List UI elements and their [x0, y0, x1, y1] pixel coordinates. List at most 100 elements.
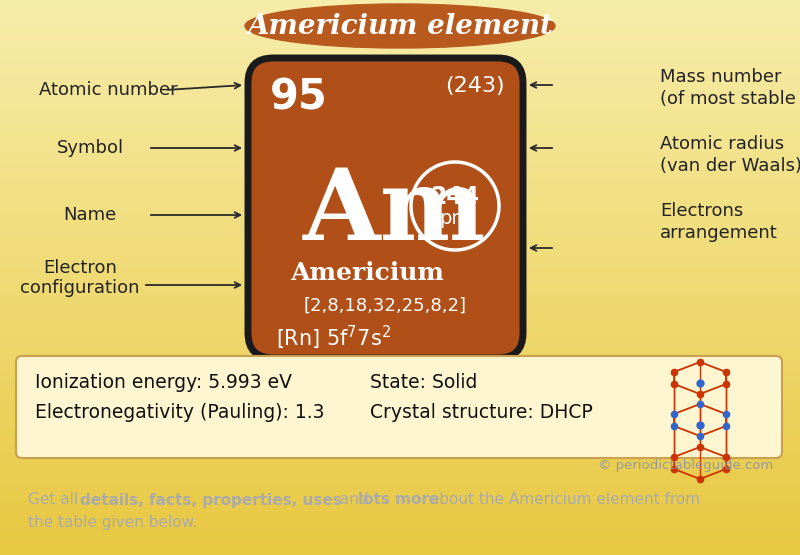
Text: Americium element: Americium element — [247, 13, 553, 39]
Bar — [0, 472, 800, 480]
Bar — [0, 506, 800, 514]
Bar — [0, 430, 800, 438]
Bar — [0, 500, 800, 507]
Bar — [0, 208, 800, 216]
Bar — [0, 312, 800, 320]
Bar — [0, 62, 800, 70]
Bar — [0, 28, 800, 36]
Bar — [0, 465, 800, 473]
Bar — [0, 416, 800, 424]
Bar — [0, 243, 800, 251]
Bar — [0, 188, 800, 195]
Bar — [0, 215, 800, 223]
FancyBboxPatch shape — [16, 356, 782, 458]
Bar — [0, 132, 800, 140]
Bar — [0, 395, 800, 403]
Bar — [0, 90, 800, 98]
Bar — [0, 7, 800, 15]
Bar — [0, 250, 800, 258]
Bar — [0, 361, 800, 369]
Text: (243): (243) — [446, 76, 505, 96]
Bar — [0, 333, 800, 341]
Text: Electrons
arrangement: Electrons arrangement — [660, 202, 778, 242]
Bar — [0, 222, 800, 230]
Text: lots more: lots more — [358, 492, 439, 507]
Bar — [0, 340, 800, 348]
Text: Name: Name — [63, 206, 117, 224]
Text: [Rn] 5f$^7$7s$^2$: [Rn] 5f$^7$7s$^2$ — [276, 324, 391, 352]
Bar — [0, 486, 800, 493]
Bar — [0, 319, 800, 327]
Bar — [0, 83, 800, 91]
Bar — [0, 104, 800, 112]
Text: 95: 95 — [270, 76, 328, 118]
Bar — [0, 111, 800, 119]
Bar — [0, 278, 800, 285]
Bar — [0, 375, 800, 382]
Bar — [0, 444, 800, 452]
Bar — [0, 478, 800, 487]
Bar — [0, 125, 800, 133]
Bar — [0, 173, 800, 181]
Bar — [0, 97, 800, 105]
Text: Electronegativity (Pauling): 1.3: Electronegativity (Pauling): 1.3 — [35, 402, 325, 421]
Bar — [0, 299, 800, 306]
Text: about the Americium element from: about the Americium element from — [425, 492, 700, 507]
Text: Ionization energy: 5.993 eV: Ionization energy: 5.993 eV — [35, 372, 292, 391]
Bar — [0, 326, 800, 334]
Text: Am: Am — [303, 164, 486, 261]
Bar — [0, 256, 800, 265]
Text: State: Solid: State: Solid — [370, 372, 478, 391]
Text: Electron
configuration: Electron configuration — [20, 259, 140, 297]
FancyBboxPatch shape — [248, 58, 523, 358]
Text: Get all: Get all — [28, 492, 83, 507]
Bar — [0, 264, 800, 271]
Text: pm: pm — [439, 209, 470, 228]
Bar — [0, 56, 800, 63]
Text: Americium: Americium — [290, 261, 444, 285]
Bar — [0, 437, 800, 445]
Bar — [0, 291, 800, 299]
Bar — [0, 388, 800, 396]
Ellipse shape — [245, 4, 555, 48]
Text: [2,8,18,32,25,8,2]: [2,8,18,32,25,8,2] — [303, 297, 466, 315]
Bar — [0, 139, 800, 147]
Bar — [0, 305, 800, 313]
Bar — [0, 14, 800, 22]
Bar — [0, 347, 800, 355]
Bar — [0, 458, 800, 466]
Bar — [0, 118, 800, 126]
Bar — [0, 410, 800, 417]
Bar — [0, 367, 800, 376]
Bar — [0, 69, 800, 77]
Bar — [0, 354, 800, 362]
Bar — [0, 153, 800, 160]
Text: Atomic radius
(van der Waals): Atomic radius (van der Waals) — [660, 135, 800, 175]
Bar — [0, 180, 800, 188]
Bar — [0, 284, 800, 292]
Bar — [0, 534, 800, 542]
Text: Crystal structure: DHCP: Crystal structure: DHCP — [370, 402, 593, 421]
Bar — [0, 541, 800, 549]
Bar — [0, 548, 800, 555]
Bar — [0, 236, 800, 244]
Bar — [0, 21, 800, 29]
Bar — [0, 166, 800, 174]
Text: the table given below.: the table given below. — [28, 514, 198, 529]
Bar — [0, 493, 800, 501]
Bar — [0, 76, 800, 84]
Bar — [0, 145, 800, 154]
Bar — [0, 160, 800, 168]
Text: and: and — [335, 492, 374, 507]
Text: © periodictableguide.com: © periodictableguide.com — [598, 458, 773, 472]
Text: details, facts, properties, uses: details, facts, properties, uses — [80, 492, 342, 507]
Bar — [0, 34, 800, 43]
Text: Atomic number: Atomic number — [38, 81, 178, 99]
Bar — [0, 402, 800, 410]
Bar — [0, 527, 800, 535]
Text: 244: 244 — [430, 185, 479, 209]
Bar — [0, 42, 800, 49]
Text: Mass number
(of most stable isotope): Mass number (of most stable isotope) — [660, 68, 800, 108]
Bar — [0, 201, 800, 209]
Bar — [0, 194, 800, 202]
